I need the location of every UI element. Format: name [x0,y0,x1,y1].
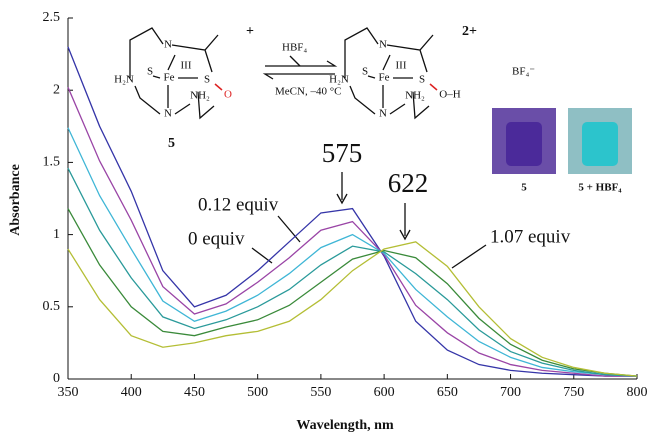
charge: 2+ [462,24,477,39]
atom: S [362,66,368,78]
spectrum-line [67,46,637,377]
atom: S [204,74,210,86]
arrow-head [336,193,348,205]
photo-label: 5 + HBF₄ [578,182,622,194]
arrow [277,215,301,243]
atom: N [164,108,172,120]
y-tick-label: 0 [53,371,60,386]
x-axis-label: Wavelength, nm [296,418,394,433]
annotation: 0 equiv [188,228,245,249]
atom: N [379,39,387,51]
y-tick-label: 2 [53,82,60,97]
arrow [451,244,487,269]
atom: O–H [439,89,460,101]
y-tick-label: 0.5 [43,299,61,314]
charge: + [246,24,254,39]
product-structure [344,27,438,120]
photo-label: 5 [521,182,527,194]
compound-label: 5 [168,136,175,151]
atom: S [147,66,153,78]
y-tick-label: 2.5 [43,10,61,25]
x-tick-label: 700 [500,385,521,400]
annotation: 0.12 equiv [198,194,279,215]
reagent: HBF₄ [282,42,307,54]
reactant-structure [129,27,223,120]
x-tick-label: 800 [627,385,648,400]
atom: III [181,60,192,72]
counterion: BF₄⁻ [512,66,535,78]
atom: Fe [164,72,175,84]
x-tick-label: 650 [437,385,458,400]
atom: H₂N [329,74,349,86]
x-tick-label: 600 [374,385,395,400]
peak-label: 575 [322,138,363,168]
y-axis-label: Absorbance [8,164,23,236]
spectrum-line [67,208,638,377]
atom: S [419,74,425,86]
x-tick-label: 500 [247,385,268,400]
peak-label: 622 [388,168,429,198]
y-tick-label: 1 [53,227,60,242]
x-tick-label: 350 [58,385,79,400]
arrow-head [399,229,411,241]
x-tick-label: 550 [310,385,331,400]
reagent-arrow [289,55,301,67]
atom: O [224,89,232,101]
atom: H₂N [114,74,134,86]
atom: NH₂ [405,90,425,102]
atom: N [164,39,172,51]
x-tick-label: 450 [184,385,205,400]
equilibrium-arrows [262,60,338,80]
atom: NH₂ [190,90,210,102]
y-tick-label: 1.5 [43,155,61,170]
spectrum-line [67,87,637,377]
spectrum-line [67,241,638,377]
spectrum-line [67,167,638,377]
atom: Fe [379,72,390,84]
spectrum-line [67,127,638,377]
atom: N [379,108,387,120]
conditions: MeCN, –40 °C [275,86,341,98]
x-tick-label: 750 [563,385,584,400]
x-tick-label: 400 [121,385,142,400]
photo-vial [506,122,542,166]
photo-vial [582,122,618,166]
annotation: 1.07 equiv [490,226,571,247]
atom: III [396,60,407,72]
